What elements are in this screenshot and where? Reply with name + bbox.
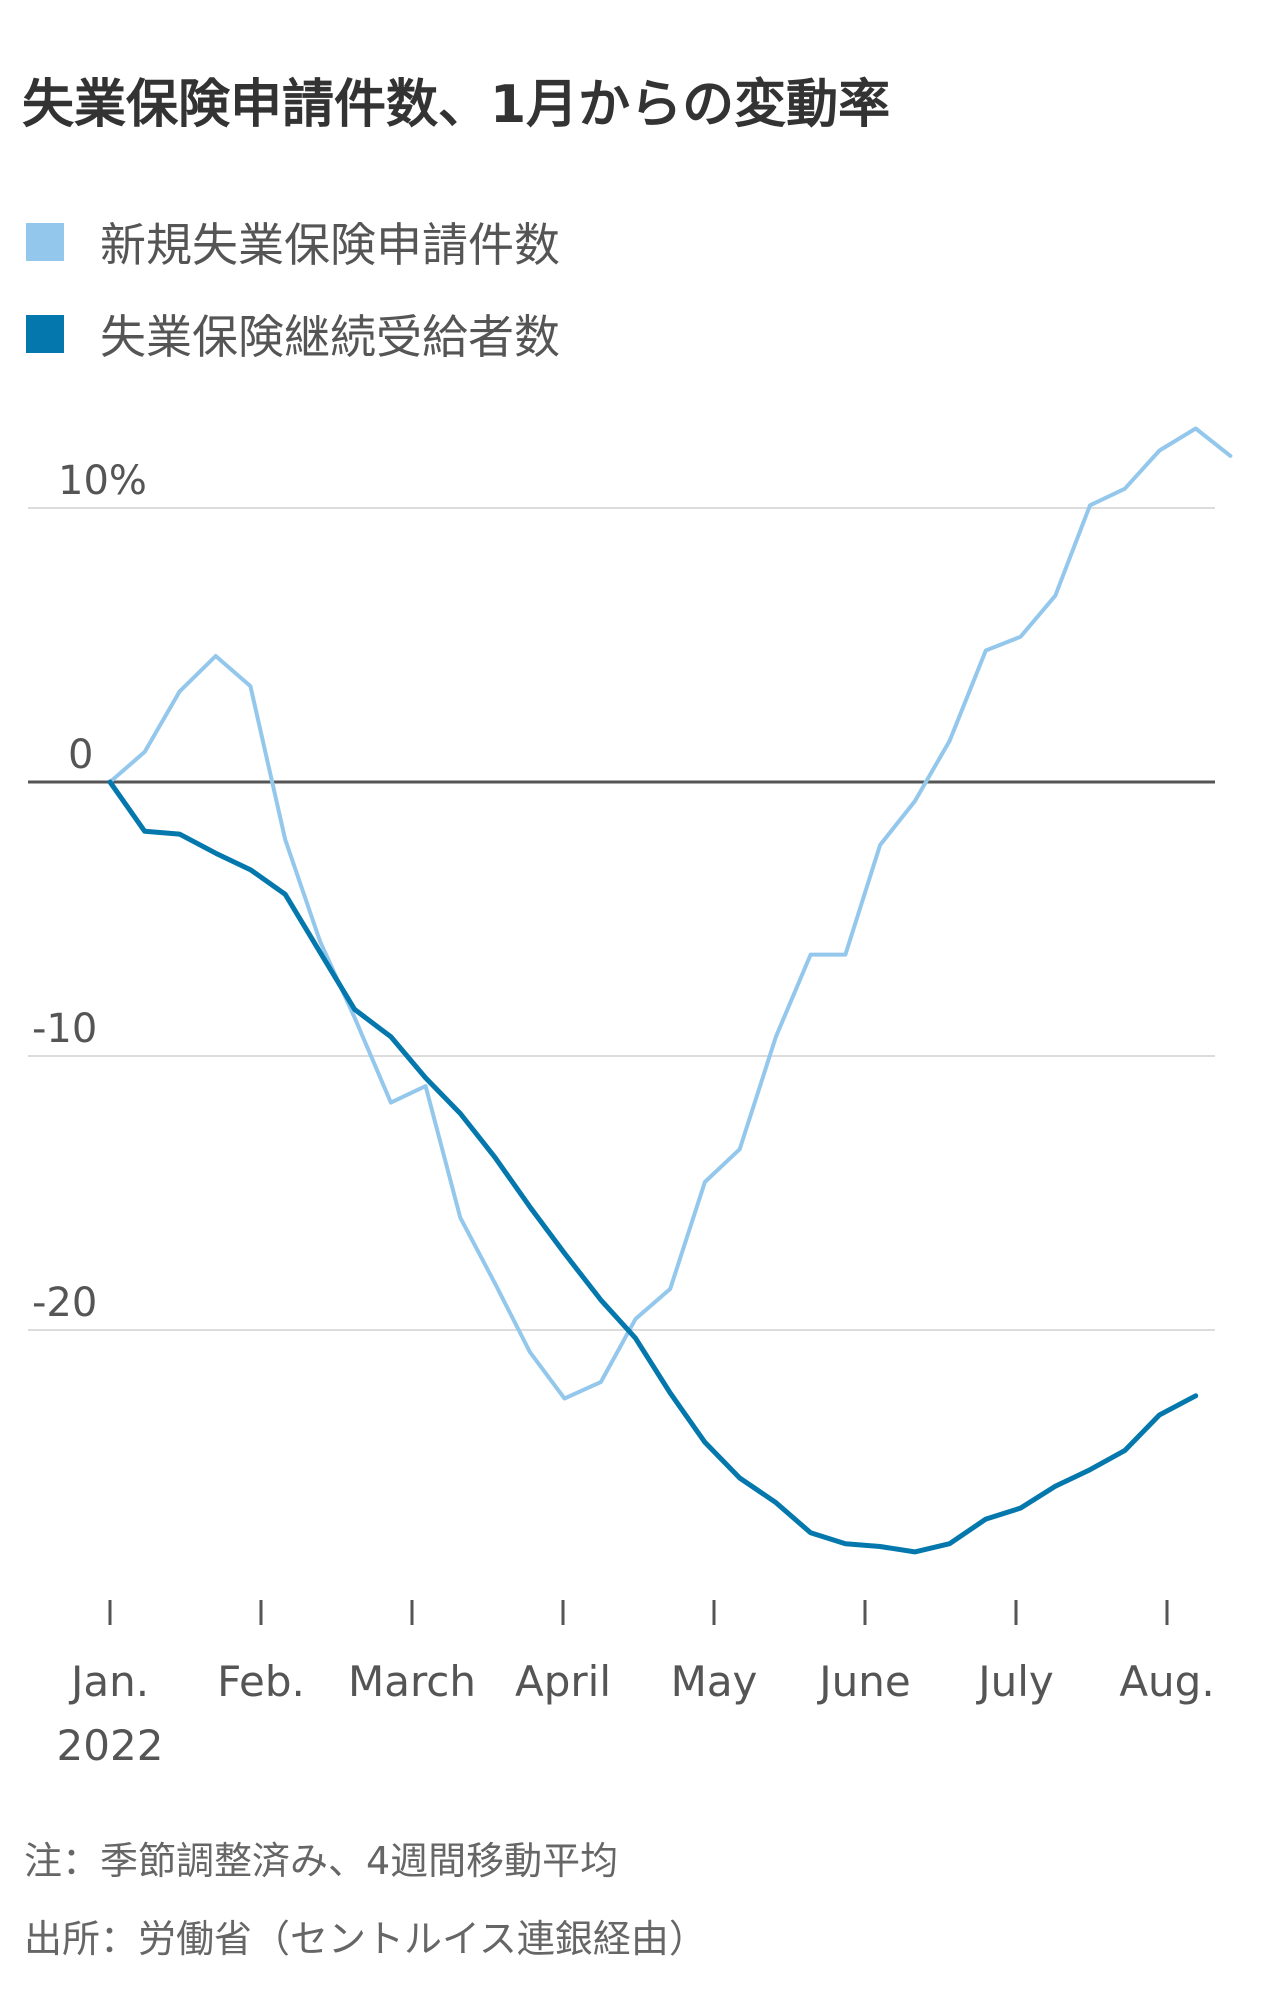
series-line-new-claims bbox=[108, 426, 1233, 1401]
series-line-continuing-claims bbox=[107, 779, 1199, 1555]
notes: 注：季節調整済み、4週間移動平均 出所：労働省（セントルイス連銀経由） bbox=[24, 1822, 707, 1978]
legend-item-new-claims: 新規失業保険申請件数 bbox=[26, 196, 560, 288]
y-tick-label: 10% bbox=[58, 458, 147, 504]
x-tick-label: Aug. bbox=[1119, 1657, 1214, 1706]
legend-item-continuing-claims: 失業保険継続受給者数 bbox=[26, 288, 560, 380]
note-text: 注：季節調整済み、4週間移動平均 bbox=[24, 1839, 619, 1883]
legend-swatch-new-claims bbox=[26, 223, 64, 261]
x-tick-label: Feb. bbox=[217, 1657, 305, 1706]
y-tick-label: -10 bbox=[32, 1006, 97, 1052]
source-text: 出所：労働省（セントルイス連銀経由） bbox=[24, 1917, 707, 1961]
legend-label-new-claims: 新規失業保険申請件数 bbox=[100, 218, 560, 272]
y-tick-label: 0 bbox=[68, 732, 93, 778]
x-tick-label: April bbox=[515, 1657, 611, 1706]
legend-swatch-continuing-claims bbox=[26, 315, 64, 353]
y-tick-label: -20 bbox=[32, 1280, 97, 1326]
x-tick-sublabel: 2022 bbox=[57, 1721, 164, 1770]
x-tick-label: June bbox=[816, 1657, 910, 1706]
x-tick-label: July bbox=[975, 1657, 1054, 1706]
x-tick-label: Jan. bbox=[68, 1657, 149, 1706]
legend-label-continuing-claims: 失業保険継続受給者数 bbox=[100, 310, 560, 364]
x-tick-label: March bbox=[348, 1657, 476, 1706]
chart-title: 失業保険申請件数、1月からの変動率 bbox=[22, 75, 891, 135]
legend: 新規失業保険申請件数 失業保険継続受給者数 bbox=[26, 196, 560, 380]
x-tick-label: May bbox=[671, 1657, 758, 1706]
line-chart: 10% 0 -10 -20 Jan. 2022 Feb. March April May June J… bbox=[28, 426, 1233, 1770]
